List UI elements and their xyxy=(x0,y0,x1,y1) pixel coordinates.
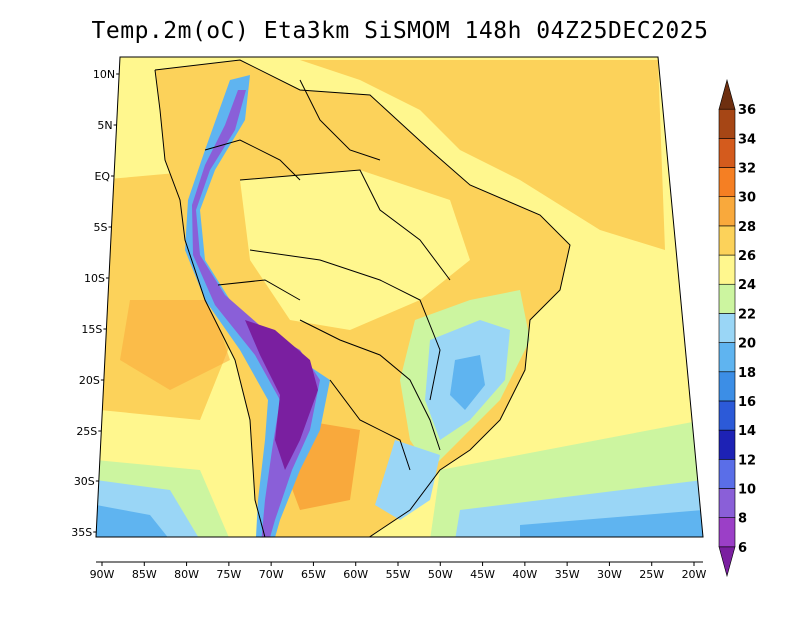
colorbar-level-label: 6 xyxy=(738,541,747,556)
colorbar-level-label: 16 xyxy=(738,395,756,410)
colorbar-segment xyxy=(718,517,736,548)
lon-tick-label: 50W xyxy=(428,568,453,581)
lon-tick-label: 65W xyxy=(301,568,326,581)
colorbar-segment xyxy=(718,254,736,285)
lon-tick-label: 60W xyxy=(343,568,368,581)
colorbar-level-label: 10 xyxy=(738,482,756,497)
colorbar-level-label: 12 xyxy=(738,453,756,468)
colorbar-segment xyxy=(718,400,736,431)
temperature-field xyxy=(96,57,703,537)
colorbar-segment xyxy=(718,283,736,314)
lat-tick-label: 5N xyxy=(97,119,112,132)
colorbar-level-label: 34 xyxy=(738,132,756,147)
lon-tick-labels: 90W 85W 80W 75W 70W 65W 60W 55W 50W 45W 40W 35W 30W 2… xyxy=(90,561,707,581)
lon-tick-label: 80W xyxy=(174,568,199,581)
colorbar-segment xyxy=(718,108,736,139)
lon-tick-label: 55W xyxy=(386,568,411,581)
colorbar-segment xyxy=(718,429,736,460)
lon-tick-label: 85W xyxy=(132,568,157,581)
colorbar-segment xyxy=(718,458,736,489)
lat-tick-label: 30S xyxy=(74,475,95,488)
lat-tick-label: 35S xyxy=(71,526,92,539)
lon-tick-label: 70W xyxy=(259,568,284,581)
colorbar-level-label: 8 xyxy=(738,512,747,527)
colorbar-segment xyxy=(718,167,736,198)
colorbar-segment xyxy=(718,138,736,168)
colorbar-level-label: 22 xyxy=(738,307,756,322)
colorbar-upper-triangle xyxy=(718,78,736,110)
colorbar-level-label: 30 xyxy=(738,191,756,206)
lat-tick-labels: 10N 5N EQ 5S 10S 15S 20S 25S 30S 35S xyxy=(71,68,120,539)
map-title: Temp.2m(oC) Eta3km SiSMOM 148h 04Z25DEC2… xyxy=(91,18,709,44)
colorbar-level-label: 18 xyxy=(738,366,756,381)
lat-tick-label: 5S xyxy=(94,221,108,234)
lat-tick-label: 15S xyxy=(81,323,102,336)
colorbar-level-label: 32 xyxy=(738,162,756,177)
colorbar-level-label: 14 xyxy=(738,424,756,439)
colorbar-level-label: 28 xyxy=(738,220,756,235)
colorbar-segment xyxy=(718,371,736,402)
colorbar-segment xyxy=(718,313,736,343)
lon-tick-label: 90W xyxy=(90,568,115,581)
colorbar-segment xyxy=(718,488,736,518)
lat-tick-label: EQ xyxy=(94,170,110,183)
lon-tick-label: 25W xyxy=(639,568,664,581)
colorbar: 6 8 10 12 14 16 18 20 22 24 26 28 30 32 34 36 xyxy=(718,78,756,578)
colorbar-segment xyxy=(718,342,736,373)
colorbar-lower-triangle xyxy=(718,546,736,578)
colorbar-segment xyxy=(718,225,736,256)
lon-tick-label: 20W xyxy=(682,568,707,581)
lat-tick-label: 25S xyxy=(76,425,97,438)
lon-tick-label: 75W xyxy=(216,568,241,581)
lat-tick-label: 20S xyxy=(79,374,100,387)
lon-tick-label: 35W xyxy=(555,568,580,581)
lat-tick-label: 10N xyxy=(93,68,115,81)
colorbar-level-label: 20 xyxy=(738,337,756,352)
axes: 10N 5N EQ 5S 10S 15S 20S 25S 30S 35S 90W 85W 80W 75W… xyxy=(71,68,706,581)
lon-tick-label: 40W xyxy=(512,568,537,581)
lon-tick-label: 45W xyxy=(470,568,495,581)
colorbar-level-label: 24 xyxy=(738,278,756,293)
lat-tick-label: 10S xyxy=(84,272,105,285)
domain-frame xyxy=(95,56,704,538)
lon-tick-label: 30W xyxy=(597,568,622,581)
colorbar-level-label: 26 xyxy=(738,249,756,264)
colorbar-segment xyxy=(718,196,736,227)
colorbar-level-label: 36 xyxy=(738,103,756,118)
country-borders xyxy=(154,59,571,537)
